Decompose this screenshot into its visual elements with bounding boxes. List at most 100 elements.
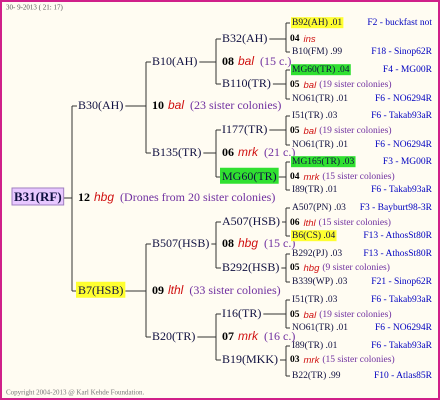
mating-number: 05 (290, 263, 300, 273)
ancestor-highlight (291, 230, 337, 242)
mating-note: (15 sister colonies) (319, 217, 391, 228)
ancestor-name: B92(AH) .01 (292, 17, 342, 28)
mating-race: lthl (304, 218, 317, 229)
mating-note: (15 c.) (264, 236, 295, 250)
mating-note: (16 c.) (264, 329, 295, 343)
mating: 03 mrk (15 sister colonies) (290, 354, 395, 365)
mating-note: (15 sister colonies) (322, 171, 394, 182)
timestamp: 30- 9-2013 ( 21: 17) (6, 4, 63, 12)
mating-number: 06 (290, 218, 300, 228)
mating-number: 03 (290, 355, 300, 365)
mating-number: 08 (222, 54, 234, 68)
mating-race: mrk (238, 329, 259, 343)
mating-note: (33 sister colonies) (189, 283, 280, 297)
node-name: B135(TR) (152, 145, 201, 159)
mating-number: 09 (152, 283, 164, 297)
mating-race: hbg (238, 236, 258, 250)
ancestor-name: A507(PN) .03 (292, 202, 346, 213)
mating: 09 lthl (33 sister colonies) (152, 283, 281, 297)
node-name: B20(TR) (152, 329, 195, 343)
mating: 05 bal (19 sister colonies) (290, 309, 391, 320)
ancestor-name: B339(WP) .03 (292, 276, 348, 287)
ancestor-origin: F13 - AthosSt80R (363, 231, 432, 241)
ancestor-origin: F4 - MG00R (383, 65, 433, 75)
ancestor-origin: F13 - AthosSt80R (363, 249, 432, 259)
ancestor-origin: F18 - Sinop62R (371, 47, 432, 57)
node-name: B507(HSB) (152, 236, 209, 250)
mating-number: 04 (290, 34, 300, 44)
mating: 10 bal (23 sister colonies) (152, 98, 281, 112)
ancestor-origin: F6 - NO6294R (375, 323, 433, 333)
mating-race: bal (304, 310, 318, 321)
mating: 04 mrk (15 sister colonies) (290, 171, 395, 182)
ancestor-highlight (291, 64, 351, 76)
mating: 08 hbg (15 c.) (222, 236, 295, 250)
mating-note: (21 c.) (264, 145, 295, 159)
mating-note: (19 sister colonies) (319, 309, 391, 320)
mating-number: 10 (152, 98, 164, 112)
mating: 04 ins (290, 34, 316, 45)
ancestor-origin: F21 - Sinop62R (371, 277, 432, 287)
mating-number: 07 (222, 329, 234, 343)
mating-number: 06 (222, 145, 234, 159)
ancestor-name: I51(TR) .03 (292, 110, 338, 121)
mating-race: bal (304, 126, 318, 137)
node-highlight (11, 187, 65, 206)
ancestor-origin: F3 - Bayburt98-3R (360, 203, 433, 213)
mating-race: mrk (304, 355, 321, 366)
mating-number: 05 (290, 126, 300, 136)
mating-race: lthl (168, 283, 184, 297)
ancestor-name: NO61(TR) .01 (292, 139, 348, 150)
mating-race: mrk (238, 145, 259, 159)
node-name: B31(RF) (14, 189, 62, 204)
mating-race: bal (238, 54, 254, 68)
ancestor-name: B22(TR) .99 (292, 370, 341, 381)
mating: 05 hbg (9 sister colonies) (290, 262, 390, 273)
copyright: Copyright 2004-2013 @ Karl Kehde Foundat… (6, 389, 145, 397)
ancestor-highlight (291, 156, 356, 168)
mating-note: (19 sister colonies) (319, 79, 391, 90)
node-name: B10(AH) (152, 54, 197, 68)
ancestor-name: NO61(TR) .01 (292, 322, 348, 333)
mating-number: 04 (290, 172, 300, 182)
node-name: B110(TR) (222, 76, 271, 90)
ancestor-name: I89(TR) .01 (292, 184, 338, 195)
mating: 05 bal (19 sister colonies) (290, 79, 391, 90)
node-name: B32(AH) (222, 31, 267, 45)
mating-number: 05 (290, 80, 300, 90)
mating-number: 12 (78, 190, 90, 204)
mating-race: hbg (304, 263, 321, 274)
mating-race: ins (304, 34, 316, 45)
ancestor-origin: F10 - Atlas85R (374, 371, 433, 381)
mating-race: bal (304, 80, 318, 91)
mating: 05 bal (19 sister colonies) (290, 125, 391, 136)
mating: 08 bal (15 c.) (222, 54, 291, 68)
ancestor-name: B6(CS) .04 (292, 230, 336, 241)
ancestor-origin: F3 - MG00R (383, 157, 433, 167)
ancestor-origin: F6 - Takab93aR (371, 111, 433, 121)
mating-note: (15 sister colonies) (322, 354, 394, 365)
node-name: MG60(TR) (222, 169, 277, 183)
connector-lines (63, 22, 290, 377)
mating-note: (Drones from 20 sister colonies) (120, 190, 275, 204)
ancestor-origin: F6 - Takab93aR (371, 185, 433, 195)
ancestor-name: I51(TR) .03 (292, 294, 338, 305)
ancestor-name: MG165(TR) .03 (292, 156, 355, 167)
ancestor-name: B10(FM) .99 (292, 46, 342, 57)
ancestor-highlight (291, 17, 344, 29)
mating-note: (15 c.) (260, 54, 291, 68)
mating: 07 mrk (16 c.) (222, 329, 295, 343)
mating-note: (9 sister colonies) (322, 262, 390, 273)
node-name: B292(HSB) (222, 260, 279, 274)
ancestor-origin: F6 - Takab93aR (371, 295, 433, 305)
node-highlight (76, 281, 126, 298)
node-name: I177(TR) (222, 122, 267, 136)
mating-number: 05 (290, 310, 300, 320)
mating: 12 hbg (Drones from 20 sister colonies) (78, 190, 275, 204)
ancestor-name: I89(TR) .01 (292, 340, 338, 351)
ancestor-name: B292(PJ) .03 (292, 248, 342, 259)
mating-race: hbg (94, 190, 114, 204)
ancestor-origin: F6 - NO6294R (375, 140, 433, 150)
ancestor-name: MG60(TR) .04 (292, 64, 350, 75)
